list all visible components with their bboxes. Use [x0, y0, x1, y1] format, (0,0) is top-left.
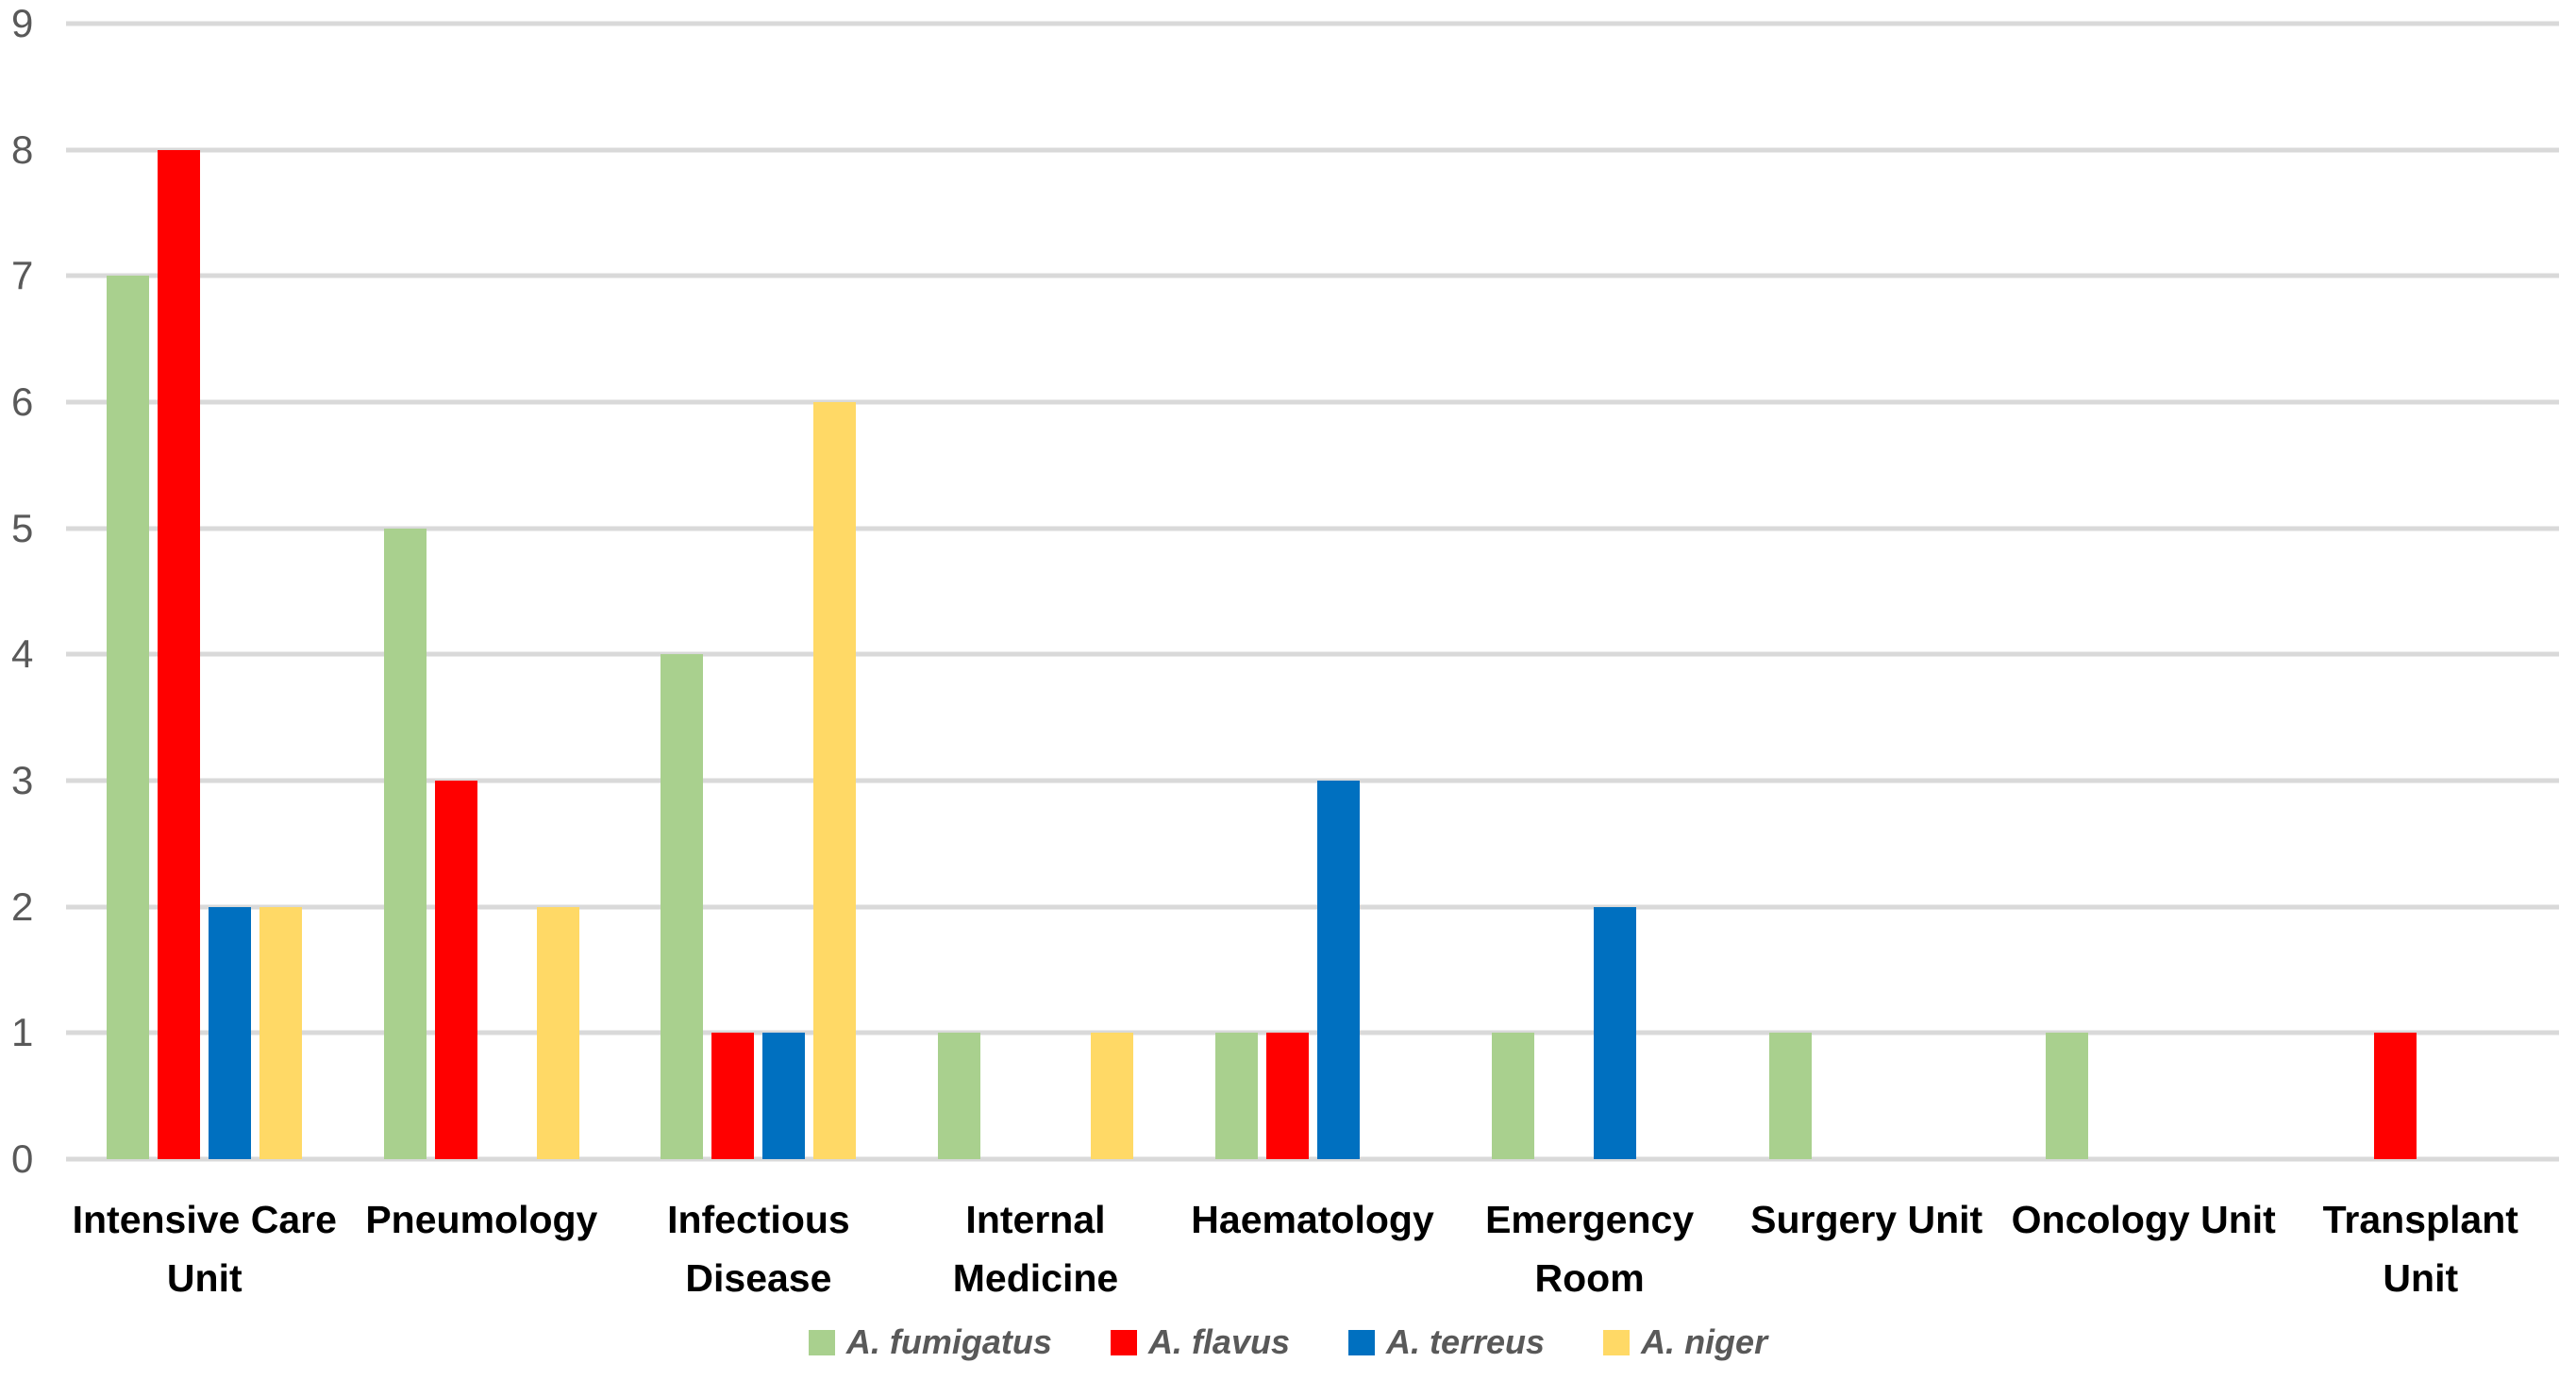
bar-a-niger [536, 906, 579, 1159]
x-label-4: Internal Medicine [952, 1198, 1119, 1300]
legend-item-a-flavus: A. flavus [1110, 1322, 1290, 1361]
bar-a-terreus [762, 1033, 806, 1159]
y-tick-label-7: 7 [11, 253, 34, 298]
gridline-8 [66, 147, 2559, 153]
bar-a-terreus [1594, 906, 1637, 1159]
bar-a-flavus [158, 149, 201, 1159]
bar-group-8 [2005, 24, 2283, 1159]
y-tick-label-5: 5 [11, 505, 34, 550]
bar-group-1 [66, 24, 343, 1159]
x-label-6: Emergency Room [1485, 1198, 1695, 1300]
y-axis: 0 1 2 3 4 5 6 7 8 9 [0, 4, 66, 1179]
x-label-5: Haematology [1191, 1198, 1434, 1241]
plot-area [66, 21, 2559, 1162]
gridline-3 [66, 778, 2559, 783]
y-tick-label-3: 3 [11, 758, 34, 802]
gridline-0 [66, 1156, 2559, 1162]
legend-swatch-icon [808, 1329, 835, 1355]
gridline-1 [66, 1030, 2559, 1035]
bar-group-9 [2283, 24, 2560, 1159]
y-tick-label-2: 2 [11, 884, 34, 929]
legend-swatch-icon [1347, 1329, 1375, 1355]
y-tick-label-1: 1 [11, 1010, 34, 1055]
x-axis-labels: Intensive Care Unit Pneumology Infectious … [66, 1191, 2559, 1307]
bar-a-fumigatus [2046, 1033, 2089, 1159]
bar-group-4 [897, 24, 1175, 1159]
bar-a-flavus [2373, 1033, 2417, 1159]
bar-a-fumigatus [937, 1033, 980, 1159]
x-label-7: Surgery Unit [1750, 1198, 1983, 1241]
bar-a-niger [1090, 1033, 1133, 1159]
bar-a-terreus [209, 906, 252, 1159]
y-tick-label-0: 0 [11, 1136, 34, 1181]
x-label-1: Intensive Care Unit [72, 1198, 337, 1300]
bar-a-terreus [1316, 781, 1360, 1159]
y-tick-label-6: 6 [11, 379, 34, 424]
y-tick-label-9: 9 [11, 1, 34, 45]
bar-a-niger [813, 402, 857, 1159]
gridline-2 [66, 904, 2559, 910]
legend-item-a-fumigatus: A. fumigatus [808, 1322, 1052, 1361]
legend: A. fumigatus A. flavus A. terreus A. niger [0, 1325, 2576, 1359]
bar-a-fumigatus [383, 528, 427, 1159]
legend-swatch-icon [1603, 1329, 1631, 1355]
legend-label: A. terreus [1385, 1322, 1546, 1361]
bar-a-fumigatus [1768, 1033, 1812, 1159]
bar-group-6 [1451, 24, 1729, 1159]
y-tick-label-4: 4 [11, 631, 34, 677]
legend-label: A. fumigatus [845, 1322, 1052, 1361]
x-label-3: Infectious Disease [667, 1198, 850, 1300]
x-label-8: Oncology Unit [2011, 1198, 2276, 1241]
bar-a-fumigatus [107, 276, 150, 1159]
gridline-7 [66, 273, 2559, 278]
bar-a-flavus [1265, 1033, 1309, 1159]
gridline-6 [66, 399, 2559, 405]
legend-item-a-terreus: A. terreus [1347, 1322, 1546, 1361]
gridline-9 [66, 21, 2559, 26]
y-tick-label-8: 8 [11, 126, 34, 172]
bar-a-fumigatus [1214, 1033, 1258, 1159]
legend-swatch-icon [1110, 1329, 1137, 1355]
bar-group-5 [1174, 24, 1451, 1159]
x-label-2: Pneumology [365, 1198, 598, 1241]
legend-label: A. niger [1641, 1322, 1768, 1361]
bar-groups [66, 24, 2559, 1159]
bar-group-7 [1728, 24, 2005, 1159]
legend-label: A. flavus [1147, 1322, 1290, 1361]
bar-a-niger [259, 906, 303, 1159]
legend-item-a-niger: A. niger [1603, 1325, 1767, 1359]
bar-a-fumigatus [661, 654, 704, 1159]
bar-a-flavus [711, 1033, 755, 1159]
gridline-5 [66, 526, 2559, 531]
bar-group-3 [620, 24, 897, 1159]
bar-a-fumigatus [1492, 1033, 1535, 1159]
x-label-9: Transplant Unit [2322, 1198, 2518, 1300]
bar-group-2 [343, 24, 621, 1159]
bar-a-flavus [434, 781, 477, 1159]
gridline-4 [66, 651, 2559, 657]
